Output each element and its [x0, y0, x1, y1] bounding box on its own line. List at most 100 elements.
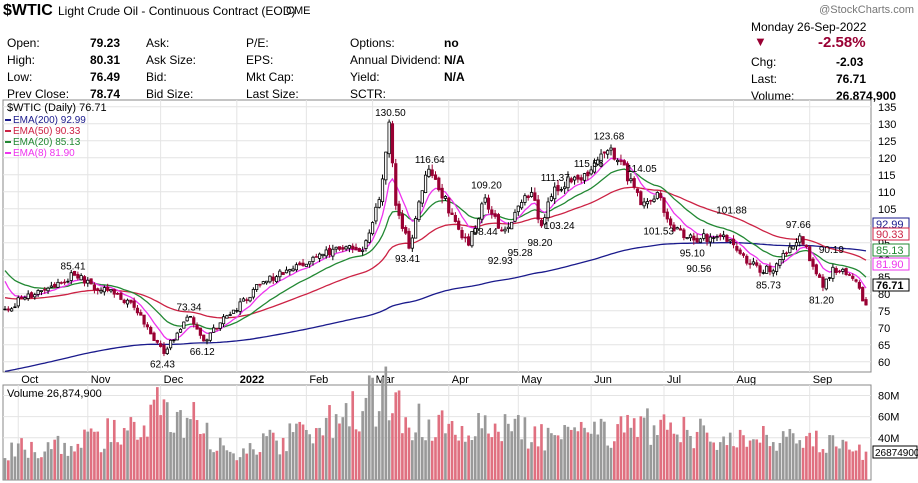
price-candle-body [377, 199, 381, 208]
price-candle-body [437, 177, 441, 191]
volume-bar [185, 417, 189, 480]
price-candle-body [483, 197, 487, 203]
volume-bar [23, 449, 27, 480]
watermark: @StockCharts.com [819, 4, 914, 16]
volume-bar [222, 445, 225, 480]
price-candle-body [410, 237, 414, 249]
volume-bar [16, 443, 20, 480]
volume-bar [586, 432, 590, 480]
price-candle-body [520, 202, 524, 209]
price-tick-label: 70 [878, 323, 890, 335]
price-candle-body [79, 275, 83, 281]
price-candle-body [586, 171, 590, 177]
price-candle-body [361, 249, 365, 252]
volume-bar [523, 417, 527, 480]
price-candle-body [53, 283, 57, 288]
price-candle-body [311, 256, 315, 262]
field-label: Last: [751, 72, 778, 86]
volume-bar [791, 433, 795, 480]
x-tick-label: Aug [737, 374, 757, 386]
price-candle-body [546, 201, 550, 219]
price-candle-body [261, 281, 265, 285]
price-candle-body [159, 343, 163, 347]
price-candle-body [347, 245, 352, 249]
volume-bar [861, 459, 865, 480]
price-candle-body [675, 227, 679, 230]
price-annotation: 85.41 [61, 261, 86, 272]
price-candle-body [579, 177, 583, 181]
price-candle-body [493, 213, 497, 217]
volume-bar [242, 448, 245, 480]
volume-bar [26, 457, 30, 480]
price-candle-body [29, 292, 34, 298]
volume-bar [619, 416, 623, 480]
price-candle-body [549, 196, 554, 201]
price-annotation: 111.37 [541, 173, 571, 184]
price-candle-body [645, 201, 650, 205]
price-candle-body [682, 229, 686, 239]
field-value: 76.49 [90, 70, 121, 84]
volume-bar [245, 453, 249, 480]
price-candle-body [774, 263, 779, 272]
x-tick-label: Jun [594, 374, 612, 386]
price-candle-body [599, 153, 603, 163]
price-annotation: 109.20 [471, 181, 502, 192]
volume-bar [728, 432, 732, 480]
price-candle-body [241, 298, 246, 302]
price-candle-body [771, 270, 775, 274]
price-candle-body [728, 239, 732, 242]
volume-bar [450, 421, 454, 480]
volume-bar [543, 450, 547, 480]
volume-bar [30, 441, 33, 480]
volume-bar [583, 427, 586, 480]
price-candle-body [523, 195, 527, 203]
volume-bar [579, 421, 583, 480]
ema-line [4, 186, 867, 319]
x-tick-label: Oct [21, 374, 38, 386]
price-candle-body [281, 272, 285, 275]
volume-bar [103, 448, 106, 480]
volume-bar [632, 418, 636, 480]
price-candle-body [731, 238, 736, 246]
volume-bar [563, 425, 566, 480]
price-candle-body [317, 253, 322, 259]
price-candle-body [23, 297, 27, 300]
volume-bar [815, 430, 818, 480]
price-candle-body [374, 206, 378, 222]
field-label: Last Size: [246, 87, 299, 101]
volume-bar [404, 417, 408, 480]
volume-tag-box [872, 445, 918, 459]
legend-entry: EMA(8) 81.90 [13, 148, 75, 159]
volume-bar [156, 387, 159, 480]
volume-bar [487, 433, 490, 480]
price-annotation: 95.28 [508, 248, 533, 259]
volume-bar [447, 423, 451, 480]
ema-line [4, 168, 867, 330]
field-value: 76.71 [836, 72, 867, 86]
price-candle-body [804, 244, 808, 247]
volume-bar [695, 431, 699, 480]
price-candle-body [761, 272, 765, 274]
price-candle-body [304, 263, 308, 267]
volume-bar [146, 436, 149, 480]
volume-bar [417, 403, 421, 480]
price-candle-body [725, 234, 729, 242]
volume-bar [533, 426, 537, 480]
price-candle-body [384, 151, 388, 181]
volume-bar [407, 427, 411, 480]
price-candle-body [364, 240, 368, 249]
price-annotation: 114.05 [627, 164, 657, 175]
price-tick-label: 115 [878, 170, 896, 182]
ticker-symbol[interactable]: $WTIC [3, 2, 53, 19]
price-tick-label: 65 [878, 340, 890, 352]
volume-bar [434, 437, 437, 480]
volume-bar [748, 440, 752, 480]
volume-bar [553, 435, 557, 480]
price-candle-body [135, 307, 140, 314]
volume-bar [314, 428, 318, 480]
x-tick-label: Sep [813, 374, 833, 386]
price-candle-body [288, 269, 292, 272]
price-candle-body [3, 308, 7, 311]
price-annotation: 81.20 [809, 296, 834, 307]
